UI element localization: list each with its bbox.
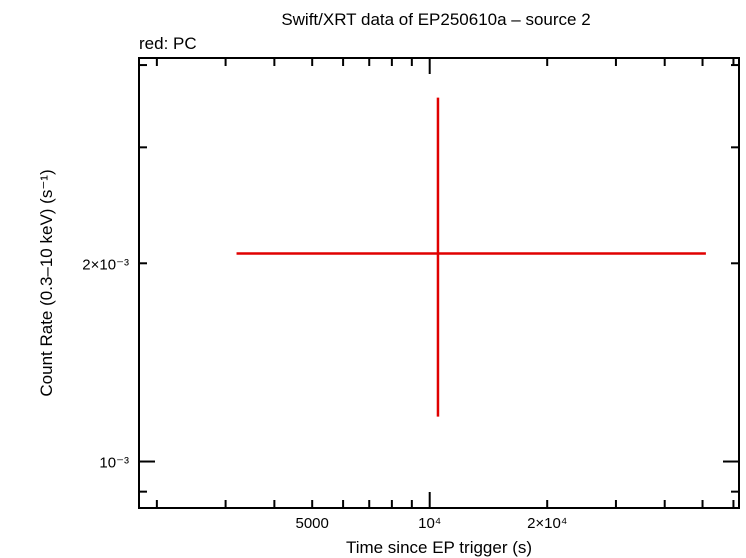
y-axis-label: Count Rate (0.3–10 keV) (s⁻¹) [37, 169, 56, 396]
axis-ticks [139, 58, 739, 508]
data-points [236, 97, 706, 417]
chart-subtitle: red: PC [139, 34, 197, 53]
axis-tick-labels: 5000 10⁴ 2×10⁴ 10⁻³ 2×10⁻³ [82, 256, 567, 532]
plot-frame [138, 57, 740, 509]
x-tick-label: 5000 [296, 515, 329, 532]
y-tick-label: 10⁻³ [99, 455, 129, 472]
chart-title: Swift/XRT data of EP250610a – source 2 [281, 10, 590, 29]
x-tick-label: 10⁴ [418, 515, 441, 532]
x-axis-label: Time since EP trigger (s) [346, 538, 532, 557]
x-tick-label: 2×10⁴ [527, 515, 567, 532]
y-tick-label: 2×10⁻³ [82, 256, 129, 273]
